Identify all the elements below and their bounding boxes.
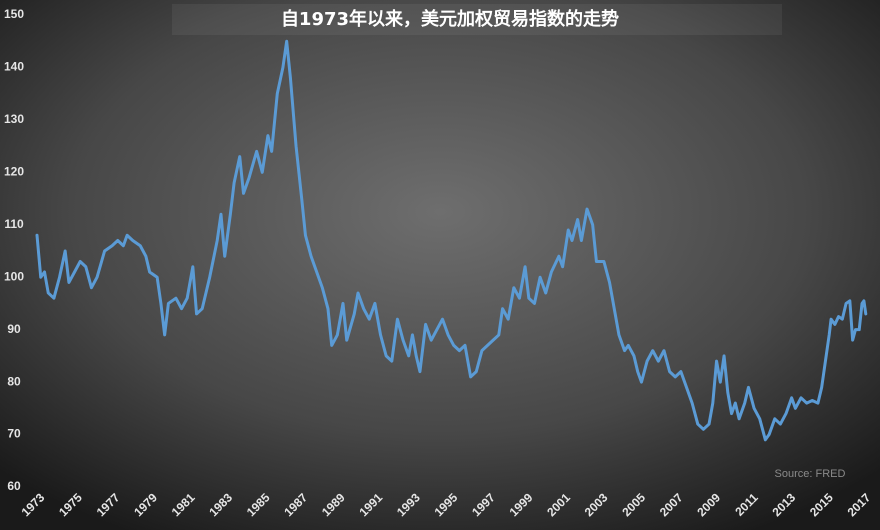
y-tick-label: 140 [4, 60, 24, 74]
y-tick-label: 110 [4, 217, 24, 231]
source-note: Source: FRED [775, 468, 846, 480]
y-tick-label: 70 [7, 427, 21, 441]
title-box [172, 4, 782, 35]
data-line [35, 39, 868, 442]
y-tick-label: 130 [4, 112, 24, 126]
y-tick-label: 80 [7, 374, 21, 388]
y-tick-label: 90 [7, 322, 21, 336]
chart-title: 自1973年以来，美元加权贸易指数的走势 [281, 8, 619, 30]
y-tick-label: 60 [7, 479, 21, 493]
y-tick-label: 120 [4, 165, 24, 179]
y-tick-label: 100 [4, 269, 24, 283]
y-tick-label: 150 [4, 7, 24, 21]
